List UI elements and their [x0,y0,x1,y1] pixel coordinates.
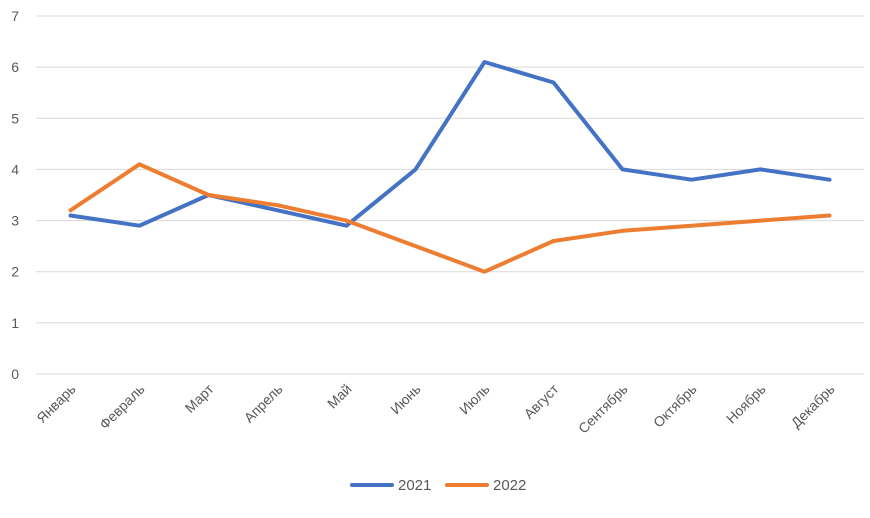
y-tick-label: 2 [11,264,19,280]
x-tick-label: Сентябрь [575,381,631,437]
x-tick-label: Август [521,380,563,422]
x-tick-label: Апрель [241,381,286,426]
gridlines [36,15,864,375]
x-tick-label: Март [182,380,217,415]
x-tick-label: Май [324,381,355,412]
y-tick-label: 5 [11,110,19,126]
legend-label-2021: 2021 [398,477,431,494]
x-axis-ticks: Январь Февраль Март Апрель Май Июнь Июль Август… [33,380,837,436]
y-tick-label: 1 [11,315,19,331]
x-tick-label: Июнь [387,381,423,417]
series-line-2022 [68,162,832,274]
y-tick-label: 3 [11,213,19,229]
y-tick-label: 7 [11,8,19,24]
x-tick-label: Июль [456,381,493,418]
y-tick-label: 0 [11,366,19,382]
x-tick-label: Февраль [96,381,148,433]
series-lines [68,60,832,274]
legend-label-2022: 2022 [493,477,526,494]
y-axis-ticks: 0 1 2 3 4 5 6 7 [11,8,19,382]
series-line-2021 [68,60,832,228]
legend: 2021 2022 [350,477,526,494]
y-tick-label: 4 [11,161,19,177]
x-tick-label: Декабрь [788,381,838,431]
x-tick-label: Ноябрь [723,381,769,427]
y-tick-label: 6 [11,59,19,75]
x-tick-label: Январь [33,381,78,426]
x-tick-label: Октябрь [650,381,700,431]
